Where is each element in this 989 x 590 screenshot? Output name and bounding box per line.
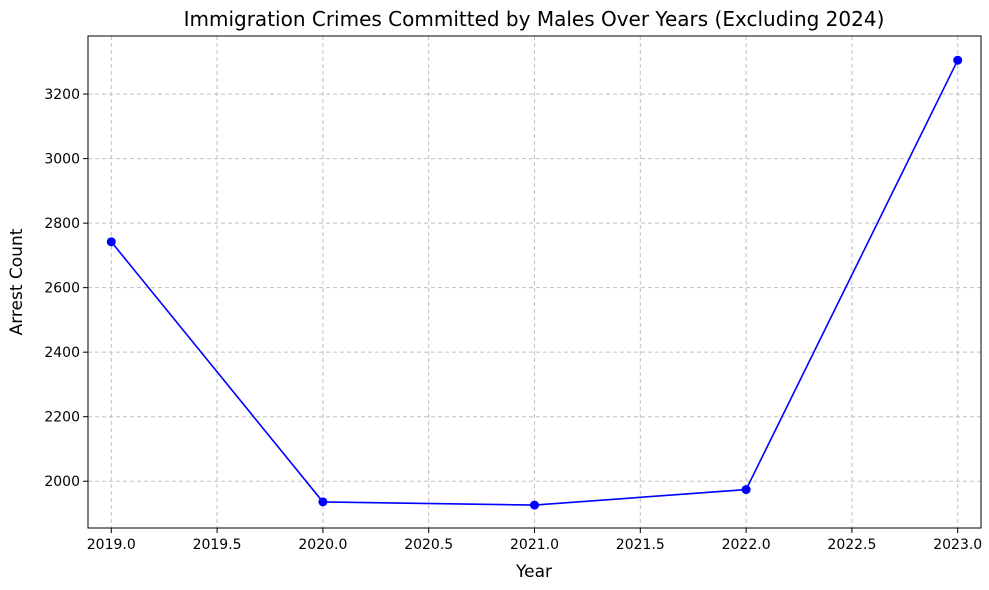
- x-tick-label: 2022.5: [827, 537, 876, 553]
- x-axis-label: Year: [515, 562, 552, 582]
- grid: [88, 36, 981, 528]
- data-point: [530, 500, 539, 510]
- y-tick-label: 2400: [44, 345, 80, 361]
- data-point: [741, 485, 751, 495]
- x-tick-label: 2021.0: [510, 537, 559, 553]
- x-tick-label: 2020.0: [298, 537, 347, 553]
- data-point: [318, 497, 328, 507]
- series-group: [106, 55, 963, 510]
- x-tick-label: 2021.5: [616, 537, 665, 553]
- x-tick-label: 2023.0: [933, 537, 982, 553]
- y-tick-label: 2800: [44, 216, 80, 232]
- y-axis-label: Arrest Count: [7, 228, 27, 335]
- y-tick-label: 3000: [44, 152, 80, 168]
- x-tick-label: 2020.5: [404, 537, 453, 553]
- y-tick-label: 2200: [44, 410, 80, 426]
- chart-title: Immigration Crimes Committed by Males Ov…: [184, 7, 885, 31]
- y-tick-label: 2600: [44, 281, 80, 297]
- data-point: [953, 55, 963, 65]
- x-tick-label: 2019.5: [193, 537, 242, 553]
- x-tick-label: 2022.0: [722, 537, 771, 553]
- x-tick-label: 2019.0: [87, 537, 136, 553]
- y-axis-ticks: 2000 2200 2400 2600 2800 3000 3200: [44, 87, 88, 490]
- data-point: [106, 237, 116, 247]
- y-tick-label: 2000: [44, 474, 80, 490]
- y-tick-label: 3200: [44, 87, 80, 103]
- x-axis-ticks: 2019.0 2019.5 2020.0 2020.5 2021.0 2021.5 2022…: [87, 528, 982, 553]
